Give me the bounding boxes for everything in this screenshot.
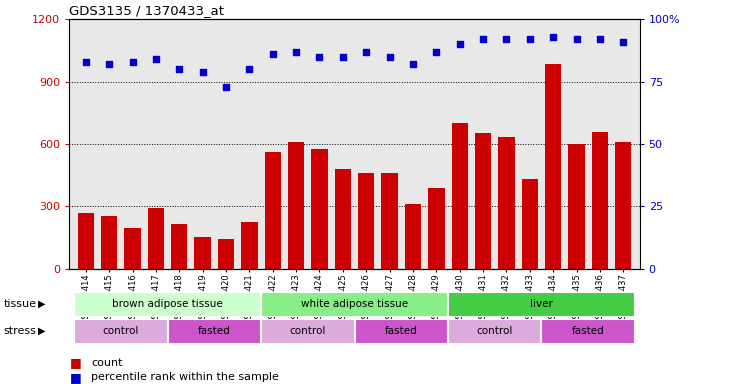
- Bar: [194, 237, 211, 269]
- Bar: [77, 213, 94, 269]
- Bar: [591, 132, 608, 269]
- Bar: [382, 173, 398, 269]
- Bar: [288, 142, 304, 269]
- Point: [150, 56, 162, 62]
- Bar: [218, 238, 234, 269]
- Text: percentile rank within the sample: percentile rank within the sample: [91, 372, 279, 382]
- Text: fasted: fasted: [572, 326, 605, 336]
- Point: [290, 49, 302, 55]
- Bar: [452, 123, 468, 269]
- Bar: [542, 319, 635, 344]
- Point: [337, 54, 349, 60]
- Point: [594, 36, 606, 42]
- Text: ■: ■: [69, 356, 81, 369]
- Bar: [545, 64, 561, 269]
- Bar: [499, 137, 515, 269]
- Point: [360, 49, 372, 55]
- Text: GDS3135 / 1370433_at: GDS3135 / 1370433_at: [69, 3, 224, 17]
- Text: count: count: [91, 358, 123, 368]
- Point: [548, 34, 559, 40]
- Text: brown adipose tissue: brown adipose tissue: [113, 299, 223, 310]
- Point: [173, 66, 185, 72]
- Bar: [615, 142, 632, 269]
- Bar: [167, 319, 261, 344]
- Bar: [261, 319, 355, 344]
- Bar: [265, 152, 281, 269]
- Point: [314, 54, 325, 60]
- Bar: [335, 169, 351, 269]
- Text: tissue: tissue: [4, 299, 37, 309]
- Bar: [448, 292, 635, 317]
- Bar: [448, 319, 542, 344]
- Point: [267, 51, 279, 57]
- Point: [618, 39, 629, 45]
- Point: [454, 41, 466, 47]
- Text: control: control: [102, 326, 139, 336]
- Bar: [101, 216, 118, 269]
- Text: stress: stress: [4, 326, 37, 336]
- Text: white adipose tissue: white adipose tissue: [301, 299, 408, 310]
- Point: [126, 59, 138, 65]
- Text: control: control: [477, 326, 513, 336]
- Bar: [148, 209, 164, 269]
- Bar: [568, 144, 585, 269]
- Point: [571, 36, 583, 42]
- Text: ■: ■: [69, 371, 81, 384]
- Bar: [124, 228, 140, 269]
- Point: [501, 36, 512, 42]
- Bar: [475, 132, 491, 269]
- Bar: [311, 149, 327, 269]
- Point: [384, 54, 395, 60]
- Bar: [522, 179, 538, 269]
- Bar: [241, 222, 257, 269]
- Point: [431, 49, 442, 55]
- Text: fasted: fasted: [385, 326, 417, 336]
- Text: liver: liver: [530, 299, 553, 310]
- Point: [197, 69, 208, 75]
- Bar: [428, 188, 444, 269]
- Point: [477, 36, 489, 42]
- Point: [524, 36, 536, 42]
- Text: fasted: fasted: [198, 326, 231, 336]
- Point: [220, 84, 232, 90]
- Point: [80, 59, 91, 65]
- Bar: [171, 224, 187, 269]
- Bar: [74, 292, 261, 317]
- Point: [103, 61, 115, 67]
- Text: ▶: ▶: [38, 299, 45, 309]
- Bar: [74, 319, 167, 344]
- Bar: [261, 292, 448, 317]
- Text: ▶: ▶: [38, 326, 45, 336]
- Bar: [355, 319, 448, 344]
- Point: [243, 66, 255, 72]
- Bar: [405, 204, 421, 269]
- Point: [407, 61, 419, 67]
- Bar: [358, 173, 374, 269]
- Text: control: control: [289, 326, 326, 336]
